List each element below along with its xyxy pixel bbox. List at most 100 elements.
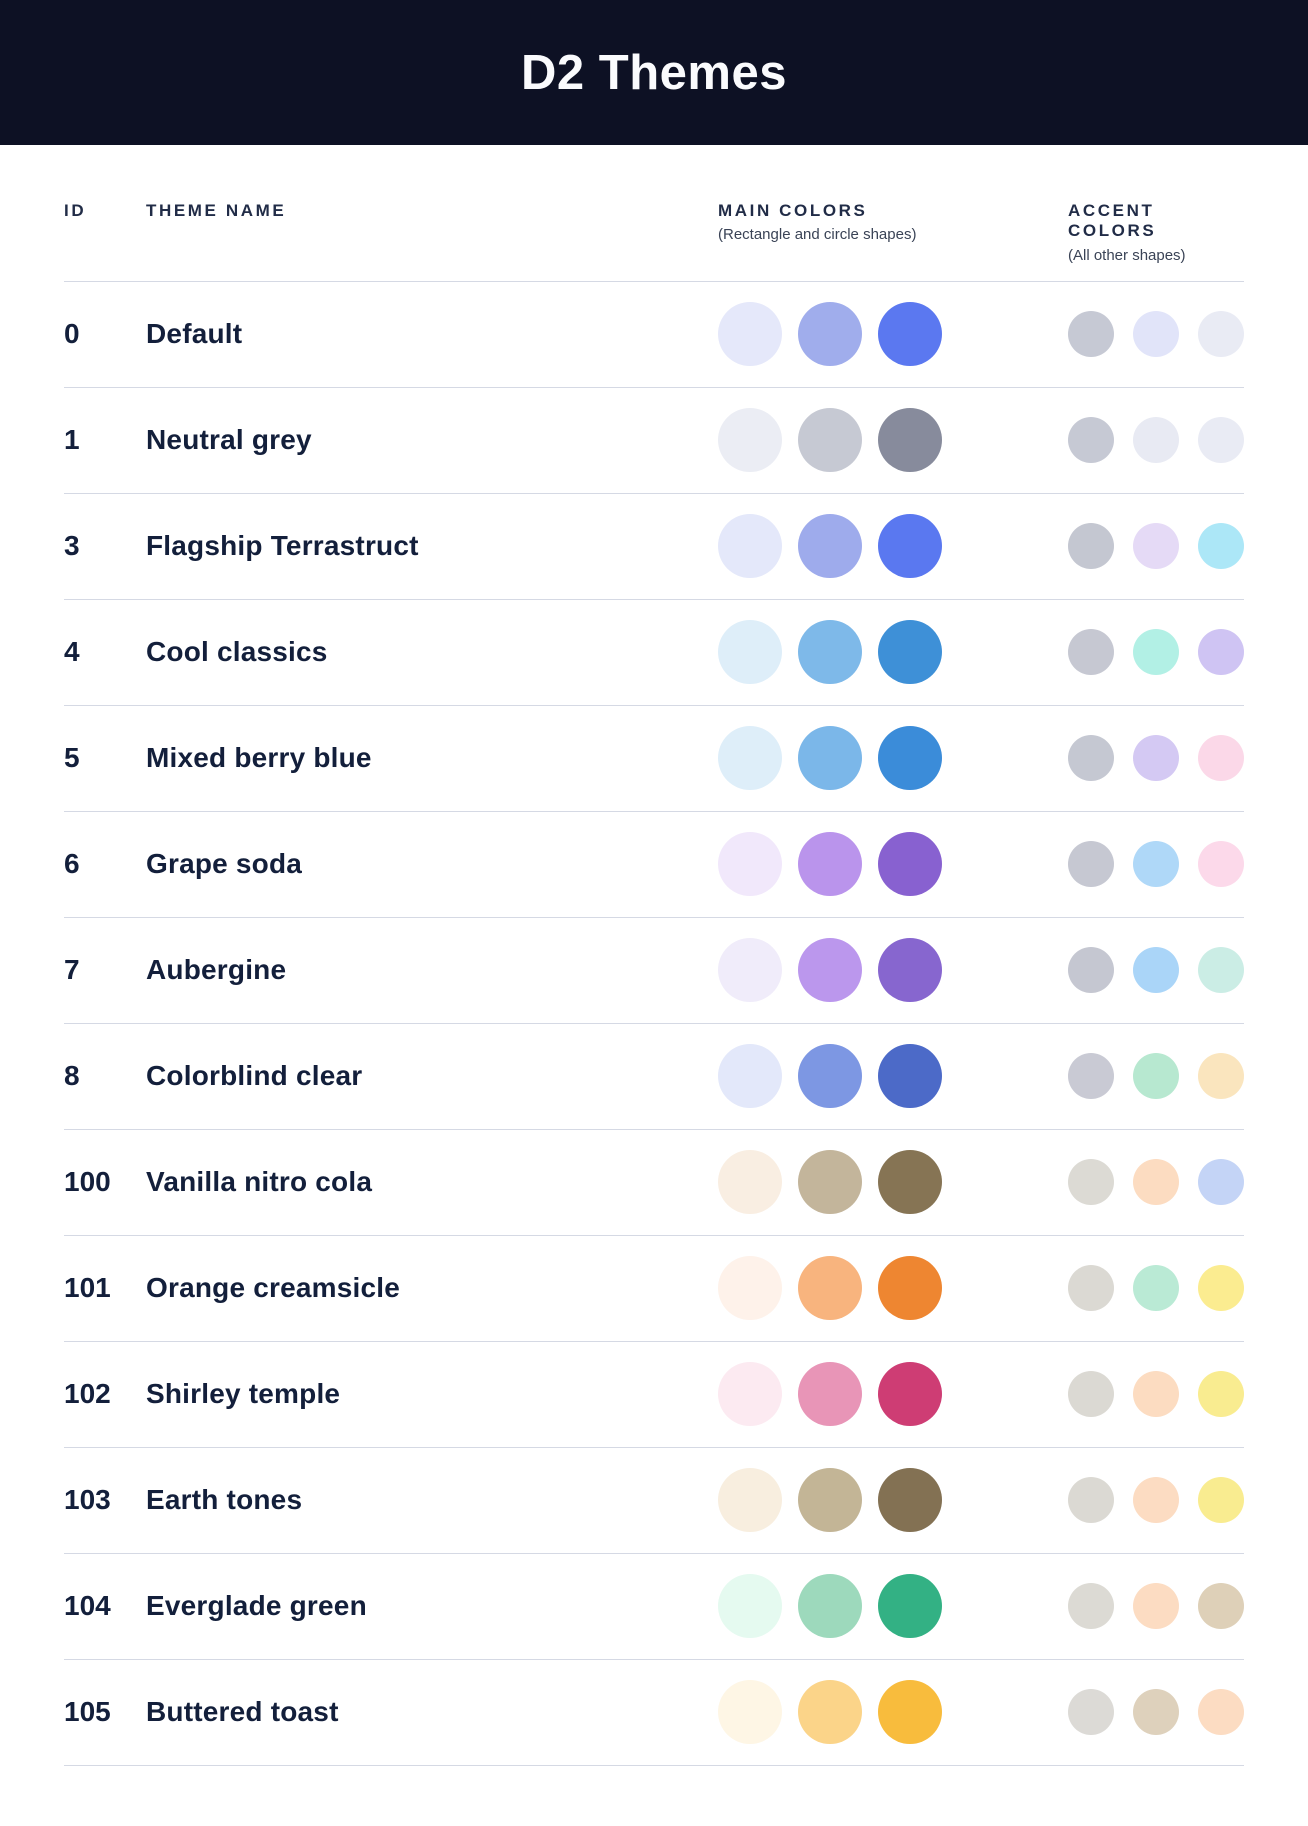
main-color-swatch-2: [798, 1362, 862, 1427]
main-color-swatches: [718, 514, 942, 579]
theme-id: 6: [64, 848, 80, 880]
accent-color-swatches: [1068, 311, 1244, 358]
theme-name: Mixed berry blue: [146, 742, 372, 774]
theme-id: 8: [64, 1060, 80, 1092]
table-row: 103 Earth tones: [64, 1448, 1244, 1554]
theme-name: Vanilla nitro cola: [146, 1166, 373, 1198]
accent-color-swatches: [1068, 417, 1244, 464]
theme-id: 3: [64, 530, 80, 562]
accent-color-swatch-1: [1068, 1689, 1114, 1736]
theme-id: 101: [64, 1272, 111, 1304]
accent-color-swatches: [1068, 1265, 1244, 1312]
accent-color-swatches: [1068, 1583, 1244, 1630]
main-color-swatch-2: [798, 1680, 862, 1745]
theme-id: 0: [64, 318, 80, 350]
col-main-colors: MAIN COLORS (Rectangle and circle shapes…: [718, 201, 942, 244]
accent-color-swatch-1: [1068, 735, 1114, 782]
accent-color-swatch-3: [1198, 1053, 1244, 1100]
theme-name: Aubergine: [146, 954, 287, 986]
accent-color-swatch-1: [1068, 417, 1114, 464]
main-color-swatch-1: [718, 1574, 782, 1639]
accent-color-swatches: [1068, 523, 1244, 570]
accent-color-swatches: [1068, 841, 1244, 888]
accent-color-swatch-2: [1133, 1371, 1179, 1418]
accent-color-swatch-1: [1068, 1265, 1114, 1312]
main-color-swatches: [718, 1362, 942, 1427]
main-color-swatch-1: [718, 1468, 782, 1533]
table-row: 102 Shirley temple: [64, 1342, 1244, 1448]
main-color-swatch-3: [878, 1256, 942, 1321]
main-color-swatch-2: [798, 408, 862, 473]
table-row: 105 Buttered toast: [64, 1660, 1244, 1766]
accent-color-swatch-3: [1198, 735, 1244, 782]
main-color-swatch-2: [798, 1044, 862, 1109]
main-color-swatch-2: [798, 1574, 862, 1639]
accent-color-swatch-3: [1198, 947, 1244, 994]
main-color-swatches: [718, 1574, 942, 1639]
col-theme-name-label: THEME NAME: [146, 201, 287, 220]
accent-color-swatches: [1068, 1477, 1244, 1524]
accent-color-swatch-1: [1068, 523, 1114, 570]
theme-id: 100: [64, 1166, 111, 1198]
main-color-swatches: [718, 408, 942, 473]
accent-color-swatch-3: [1198, 841, 1244, 888]
table-body: 0 Default 1 Neutral grey 3 Flags: [64, 282, 1244, 1766]
accent-color-swatches: [1068, 1053, 1244, 1100]
theme-id: 4: [64, 636, 80, 668]
main-color-swatch-2: [798, 1468, 862, 1533]
main-color-swatch-2: [798, 1150, 862, 1215]
theme-id: 102: [64, 1378, 111, 1410]
accent-color-swatch-3: [1198, 1265, 1244, 1312]
accent-color-swatches: [1068, 1159, 1244, 1206]
accent-color-swatches: [1068, 629, 1244, 676]
accent-color-swatch-2: [1133, 629, 1179, 676]
accent-color-swatch-2: [1133, 311, 1179, 358]
theme-id: 103: [64, 1484, 111, 1516]
main-color-swatch-1: [718, 302, 782, 367]
main-color-swatch-1: [718, 1044, 782, 1109]
theme-name: Shirley temple: [146, 1378, 341, 1410]
accent-color-swatch-3: [1198, 629, 1244, 676]
accent-color-swatches: [1068, 1371, 1244, 1418]
main-color-swatches: [718, 832, 942, 897]
accent-color-swatch-1: [1068, 1583, 1114, 1630]
main-color-swatch-2: [798, 726, 862, 791]
page-header: D2 Themes: [0, 0, 1308, 145]
main-color-swatch-3: [878, 726, 942, 791]
accent-color-swatch-1: [1068, 1159, 1114, 1206]
accent-color-swatch-1: [1068, 841, 1114, 888]
main-color-swatch-1: [718, 832, 782, 897]
main-color-swatch-1: [718, 1680, 782, 1745]
main-color-swatch-3: [878, 1468, 942, 1533]
table-row: 104 Everglade green: [64, 1554, 1244, 1660]
accent-color-swatch-2: [1133, 1477, 1179, 1524]
theme-name: Colorblind clear: [146, 1060, 363, 1092]
col-main-colors-label: MAIN COLORS: [718, 201, 868, 220]
main-color-swatches: [718, 1150, 942, 1215]
accent-color-swatch-3: [1198, 1371, 1244, 1418]
main-color-swatch-2: [798, 620, 862, 685]
accent-color-swatch-2: [1133, 947, 1179, 994]
accent-color-swatch-2: [1133, 841, 1179, 888]
accent-color-swatch-2: [1133, 523, 1179, 570]
theme-name: Default: [146, 318, 243, 350]
main-color-swatches: [718, 938, 942, 1003]
table-row: 101 Orange creamsicle: [64, 1236, 1244, 1342]
main-color-swatch-3: [878, 1574, 942, 1639]
accent-color-swatch-2: [1133, 417, 1179, 464]
main-color-swatches: [718, 1468, 942, 1533]
accent-color-swatch-2: [1133, 1265, 1179, 1312]
theme-name: Neutral grey: [146, 424, 312, 456]
accent-color-swatch-3: [1198, 1689, 1244, 1736]
accent-color-swatch-1: [1068, 629, 1114, 676]
main-color-swatch-1: [718, 620, 782, 685]
main-color-swatch-3: [878, 1362, 942, 1427]
main-color-swatch-3: [878, 938, 942, 1003]
accent-color-swatch-2: [1133, 1159, 1179, 1206]
table-row: 8 Colorblind clear: [64, 1024, 1244, 1130]
main-color-swatch-1: [718, 938, 782, 1003]
accent-color-swatches: [1068, 1689, 1244, 1736]
main-color-swatch-2: [798, 514, 862, 579]
theme-name: Cool classics: [146, 636, 328, 668]
theme-name: Grape soda: [146, 848, 303, 880]
